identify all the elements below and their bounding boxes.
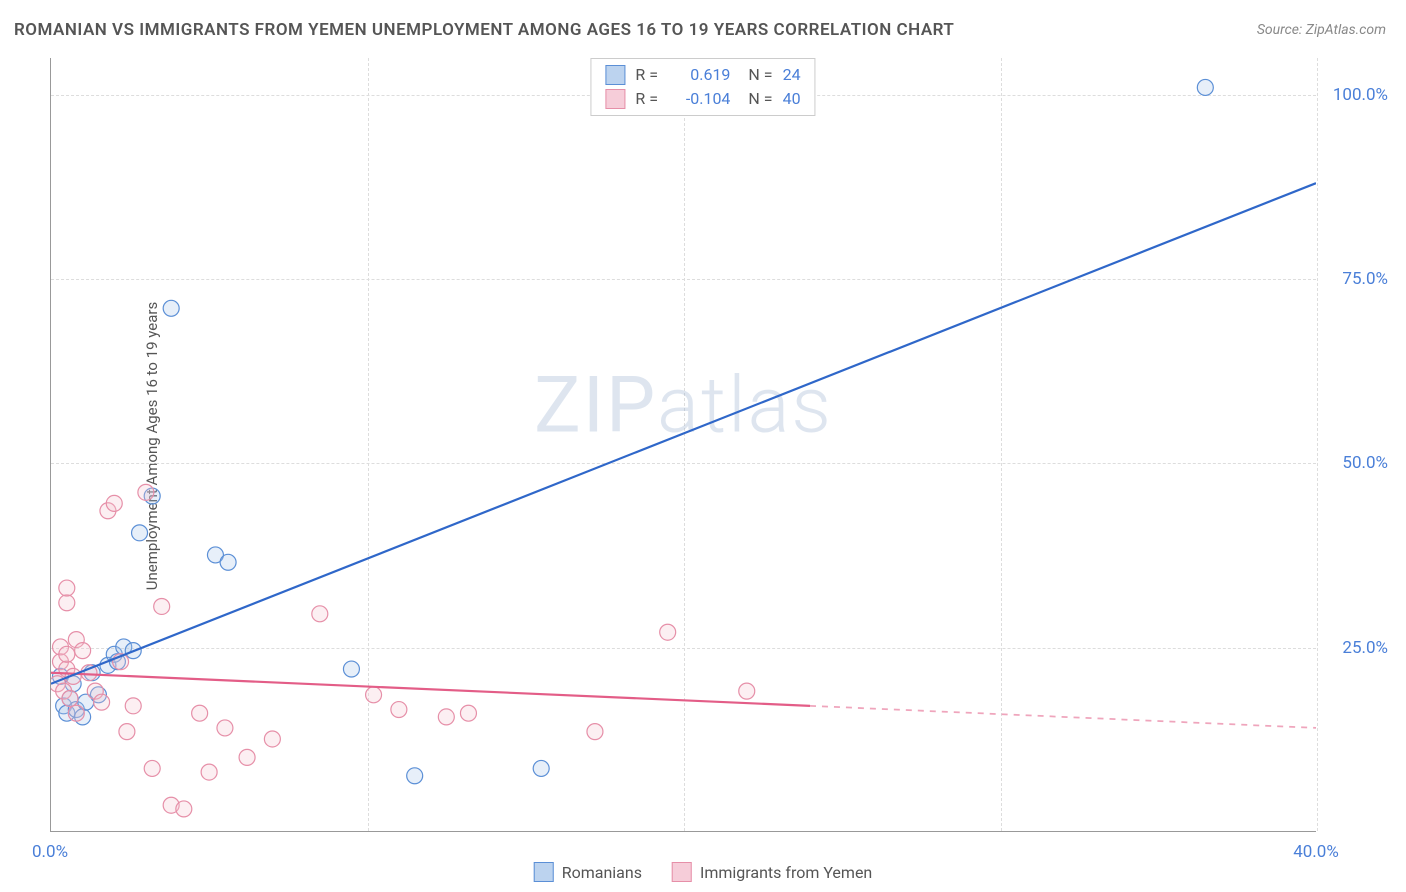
data-point — [587, 724, 603, 740]
trend-line-dashed — [810, 706, 1316, 728]
data-point — [366, 687, 382, 703]
data-point — [62, 690, 78, 706]
data-point — [59, 580, 75, 596]
chart-title: ROMANIAN VS IMMIGRANTS FROM YEMEN UNEMPL… — [14, 20, 954, 40]
legend-label: Romanians — [562, 863, 642, 882]
data-point — [407, 768, 423, 784]
r-label: R = — [635, 63, 665, 87]
data-point — [533, 760, 549, 776]
legend-item: Romanians — [534, 862, 642, 882]
grid-line-vertical — [1317, 58, 1318, 831]
trend-line — [51, 183, 1316, 684]
legend-item: Immigrants from Yemen — [672, 862, 872, 882]
data-point — [106, 495, 122, 511]
plot-area: ZIPatlas — [50, 58, 1316, 832]
n-label: N = — [748, 87, 772, 111]
data-point — [239, 749, 255, 765]
data-point — [1197, 79, 1213, 95]
legend-swatch — [672, 862, 692, 882]
legend-swatch — [605, 89, 625, 109]
trend-line — [51, 673, 810, 706]
data-point — [94, 694, 110, 710]
data-point — [132, 525, 148, 541]
source-attribution: Source: ZipAtlas.com — [1257, 22, 1386, 38]
corr-legend-row: R = -0.104 N = 40 — [605, 87, 800, 111]
plot-svg — [51, 58, 1316, 831]
data-point — [343, 661, 359, 677]
x-tick-label: 0.0% — [32, 842, 68, 862]
n-value: 40 — [783, 87, 801, 111]
data-point — [220, 554, 236, 570]
corr-legend-row: R = 0.619 N = 24 — [605, 63, 800, 87]
data-point — [138, 484, 154, 500]
n-value: 24 — [783, 63, 801, 87]
data-point — [264, 731, 280, 747]
data-point — [312, 606, 328, 622]
data-point — [391, 702, 407, 718]
data-point — [176, 801, 192, 817]
data-point — [438, 709, 454, 725]
x-tick-label: 40.0% — [1293, 842, 1339, 862]
legend-swatch — [605, 65, 625, 85]
n-label: N = — [748, 63, 772, 87]
data-point — [192, 705, 208, 721]
data-point — [660, 624, 676, 640]
data-point — [119, 724, 135, 740]
legend-label: Immigrants from Yemen — [700, 863, 872, 882]
data-point — [59, 646, 75, 662]
data-point — [144, 760, 160, 776]
series-legend: Romanians Immigrants from Yemen — [534, 862, 873, 882]
data-point — [163, 300, 179, 316]
data-point — [59, 595, 75, 611]
r-value: -0.104 — [675, 87, 730, 111]
y-tick-label: 25.0% — [1342, 638, 1388, 658]
data-point — [75, 643, 91, 659]
y-tick-label: 50.0% — [1342, 453, 1388, 473]
legend-swatch — [534, 862, 554, 882]
data-point — [201, 764, 217, 780]
y-tick-label: 75.0% — [1342, 269, 1388, 289]
data-point — [460, 705, 476, 721]
r-label: R = — [635, 87, 665, 111]
correlation-legend: R = 0.619 N = 24 R = -0.104 N = 40 — [590, 58, 815, 116]
data-point — [217, 720, 233, 736]
data-point — [68, 705, 84, 721]
data-point — [739, 683, 755, 699]
r-value: 0.619 — [675, 63, 730, 87]
data-point — [125, 698, 141, 714]
chart-container: ROMANIAN VS IMMIGRANTS FROM YEMEN UNEMPL… — [0, 0, 1406, 892]
y-tick-label: 100.0% — [1333, 85, 1388, 105]
data-point — [154, 598, 170, 614]
